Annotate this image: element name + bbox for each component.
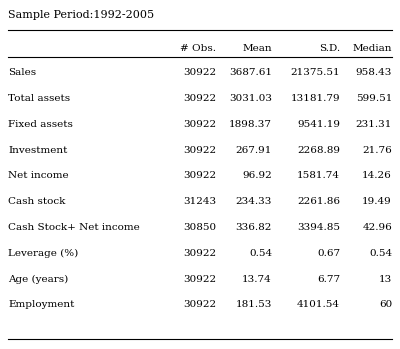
Text: 30922: 30922 [183,249,216,258]
Text: Total assets: Total assets [8,94,70,103]
Text: 3031.03: 3031.03 [229,94,272,103]
Text: Investment: Investment [8,146,67,155]
Text: 0.54: 0.54 [369,249,392,258]
Text: 3394.85: 3394.85 [297,223,340,232]
Text: Cash Stock+ Net income: Cash Stock+ Net income [8,223,140,232]
Text: S.D.: S.D. [319,44,340,53]
Text: # Obs.: # Obs. [180,44,216,53]
Text: Age (years): Age (years) [8,275,68,284]
Text: 2268.89: 2268.89 [297,146,340,155]
Text: 21375.51: 21375.51 [290,68,340,77]
Text: 30922: 30922 [183,275,216,284]
Text: Mean: Mean [242,44,272,53]
Text: 30850: 30850 [183,223,216,232]
Text: 336.82: 336.82 [236,223,272,232]
Text: 14.26: 14.26 [362,171,392,180]
Text: Fixed assets: Fixed assets [8,120,73,129]
Text: Cash stock: Cash stock [8,197,65,206]
Text: 30922: 30922 [183,146,216,155]
Text: 21.76: 21.76 [362,146,392,155]
Text: 1898.37: 1898.37 [229,120,272,129]
Text: 31243: 31243 [183,197,216,206]
Text: 958.43: 958.43 [356,68,392,77]
Text: Employment: Employment [8,300,74,310]
Text: 13181.79: 13181.79 [290,94,340,103]
Text: 3687.61: 3687.61 [229,68,272,77]
Text: 1581.74: 1581.74 [297,171,340,180]
Text: 6.77: 6.77 [317,275,340,284]
Text: 267.91: 267.91 [236,146,272,155]
Text: 234.33: 234.33 [236,197,272,206]
Text: 60: 60 [379,300,392,310]
Text: 30922: 30922 [183,120,216,129]
Text: 0.54: 0.54 [249,249,272,258]
Text: 30922: 30922 [183,68,216,77]
Text: Sample Period:1992-2005: Sample Period:1992-2005 [8,10,154,21]
Text: 13: 13 [379,275,392,284]
Text: 30922: 30922 [183,171,216,180]
Text: 30922: 30922 [183,300,216,310]
Text: 4101.54: 4101.54 [297,300,340,310]
Text: 42.96: 42.96 [362,223,392,232]
Text: 13.74: 13.74 [242,275,272,284]
Text: Net income: Net income [8,171,69,180]
Text: 0.67: 0.67 [317,249,340,258]
Text: 30922: 30922 [183,94,216,103]
Text: 599.51: 599.51 [356,94,392,103]
Text: 2261.86: 2261.86 [297,197,340,206]
Text: 96.92: 96.92 [242,171,272,180]
Text: 19.49: 19.49 [362,197,392,206]
Text: Leverage (%): Leverage (%) [8,249,78,258]
Text: Sales: Sales [8,68,36,77]
Text: 181.53: 181.53 [236,300,272,310]
Text: 9541.19: 9541.19 [297,120,340,129]
Text: Median: Median [352,44,392,53]
Text: 231.31: 231.31 [356,120,392,129]
